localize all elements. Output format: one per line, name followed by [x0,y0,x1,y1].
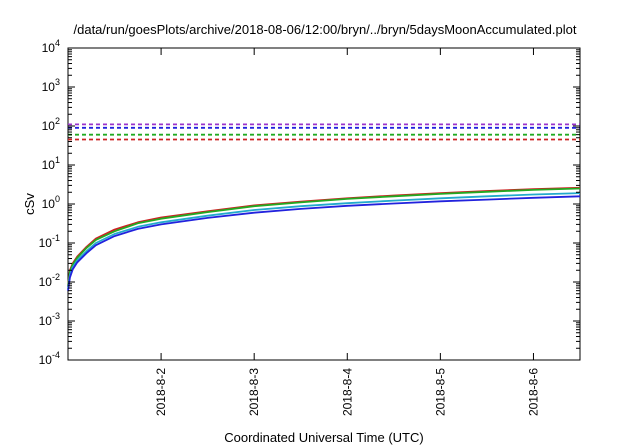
x-axis-label: Coordinated Universal Time (UTC) [224,430,423,445]
series-line-0 [67,186,581,286]
y-axis-label: cSv [22,193,37,215]
series-line-2 [67,192,581,290]
ticks-layer: 10-4 10-3 10-2 10-1 100 101 102 103 104 2018-8-2 2… [39,38,580,416]
x-tick-label-2: 2018-8-4 [340,368,354,416]
y-tick-label-4: 100 [42,194,60,211]
series-layer [67,123,581,291]
x-tick-label-1: 2018-8-3 [247,368,261,416]
y-tick-label-2: 10-2 [39,272,60,289]
y-tick-label-8: 104 [42,38,60,55]
x-tick-label-4: 2018-8-6 [526,368,540,416]
series-line-1 [67,187,581,288]
plot-area: 10-4 10-3 10-2 10-1 100 101 102 103 104 2018-8-2 2… [39,38,581,416]
y-tick-label-3: 10-1 [39,233,60,250]
y-tick-label-7: 103 [42,77,60,94]
x-tick-label-3: 2018-8-5 [433,368,447,416]
y-tick-label-1: 10-3 [39,311,60,328]
y-tick-label-5: 101 [42,155,60,172]
chart-title: /data/run/goesPlots/archive/2018-08-06/1… [74,22,577,37]
x-tick-label-0: 2018-8-2 [154,368,168,416]
y-tick-label-0: 10-4 [39,350,60,367]
series-line-3 [67,195,581,291]
y-tick-label-6: 102 [42,116,60,133]
